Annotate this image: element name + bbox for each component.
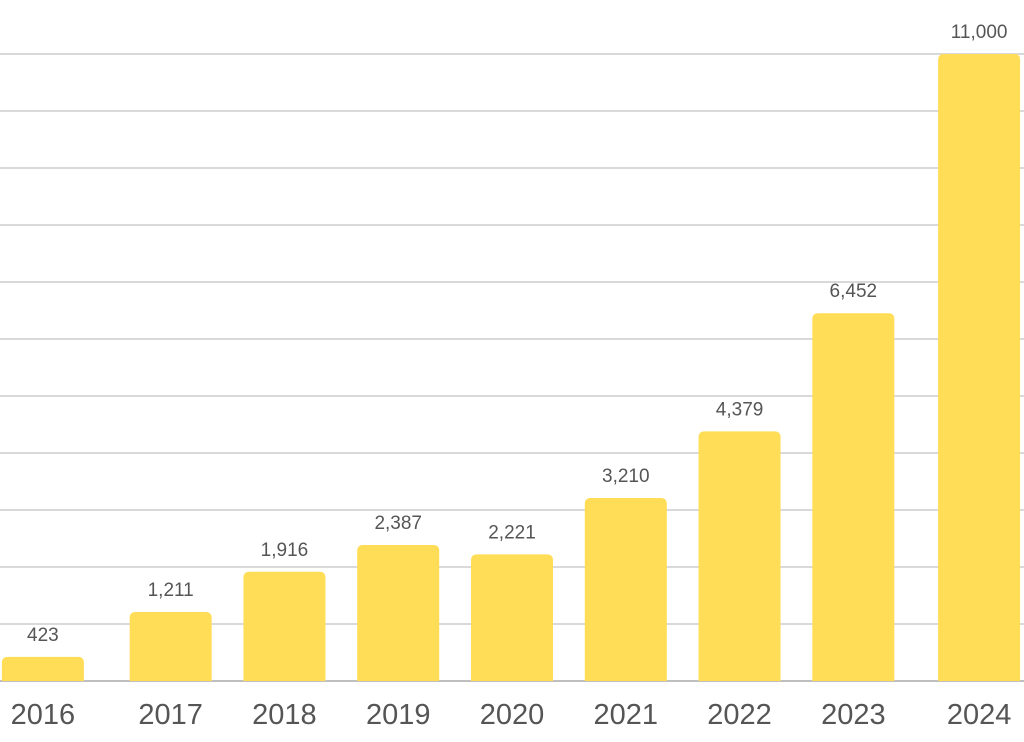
bar-2022 <box>698 431 781 681</box>
data-label-2019: 2,387 <box>374 513 422 534</box>
bar-2017 <box>129 611 212 681</box>
bar-2018 <box>243 571 326 681</box>
data-label-2017: 1,211 <box>148 580 194 601</box>
x-tick-label-2019: 2019 <box>366 699 431 731</box>
x-tick-label-2016: 2016 <box>11 699 76 731</box>
bar-2016 <box>1 656 84 681</box>
bars <box>1 54 1021 681</box>
bar-2019 <box>357 544 440 681</box>
x-tick-label-2022: 2022 <box>707 699 772 731</box>
data-label-2022: 4,379 <box>716 399 764 420</box>
x-tick-label-2020: 2020 <box>480 699 545 731</box>
data-label-2023: 6,452 <box>830 281 878 302</box>
data-label-2024: 11,000 <box>951 22 1008 43</box>
x-tick-label-2024: 2024 <box>947 699 1012 731</box>
x-tick-label-2021: 2021 <box>594 699 659 731</box>
x-tick-label-2023: 2023 <box>821 699 886 731</box>
bar-2023 <box>812 313 895 681</box>
data-label-2021: 3,210 <box>602 466 650 487</box>
bar-2020 <box>471 554 553 681</box>
bar-2021 <box>584 498 667 681</box>
x-tick-label-2018: 2018 <box>252 699 317 731</box>
x-tick-label-2017: 2017 <box>138 699 203 731</box>
data-label-2016: 423 <box>27 625 59 646</box>
data-labels: 423 1,211 1,916 2,387 2,221 3,210 4,379 6,452 11… <box>27 22 1007 646</box>
data-label-2020: 2,221 <box>488 522 536 543</box>
data-label-2018: 1,916 <box>261 540 309 561</box>
bar-2024 <box>938 54 1021 681</box>
x-axis-tick-labels: 2016 2017 2018 2019 2020 2021 2022 2023 2024 <box>11 699 1012 731</box>
